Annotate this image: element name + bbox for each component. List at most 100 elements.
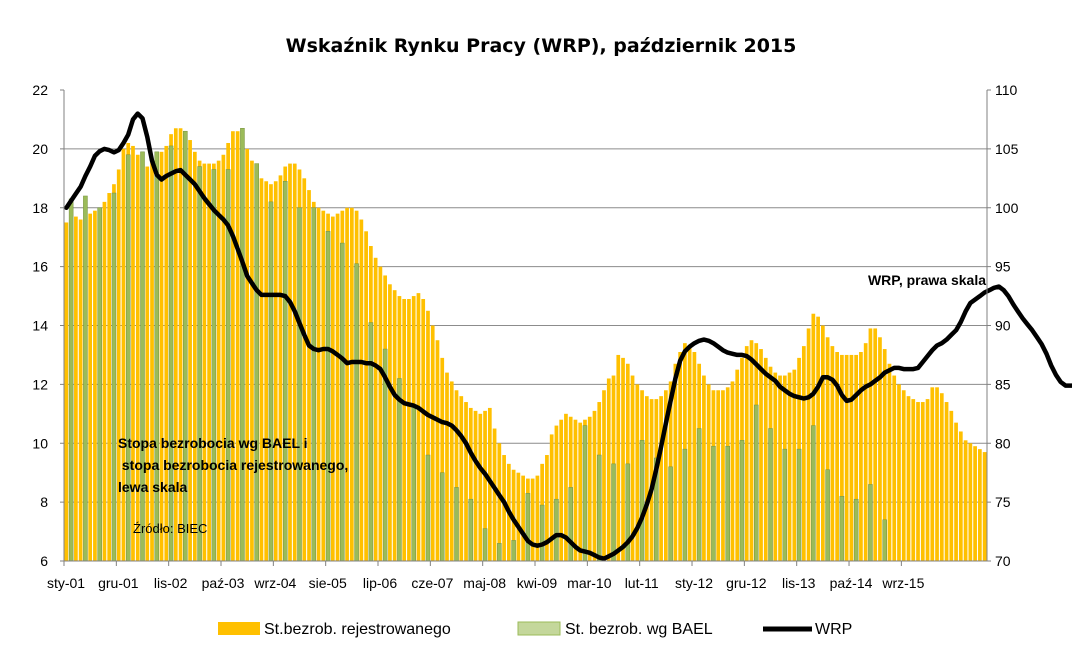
bar-bael xyxy=(368,322,374,562)
left-tick-label: 20 xyxy=(32,141,48,157)
bar-registered xyxy=(749,340,754,561)
x-tick-label: wrz-15 xyxy=(881,575,924,591)
bar-registered xyxy=(721,390,725,561)
bar-bael xyxy=(111,192,117,562)
bar-registered xyxy=(430,325,435,561)
bar-registered xyxy=(407,299,411,561)
bar-registered xyxy=(759,349,763,561)
bar-bael xyxy=(68,198,74,562)
bar-registered xyxy=(178,128,183,562)
bar-registered xyxy=(159,151,164,561)
bar-registered xyxy=(878,337,882,561)
bar-registered xyxy=(706,384,711,561)
bar-registered xyxy=(735,369,740,561)
x-tick-label: gru-01 xyxy=(98,575,139,591)
bar-registered xyxy=(692,351,697,561)
bar-registered xyxy=(949,410,954,561)
bar-registered xyxy=(135,154,140,561)
bar-registered xyxy=(459,396,464,561)
bael-unemployment-bars xyxy=(68,128,887,562)
left-tick-label: 8 xyxy=(40,494,48,510)
bar-registered xyxy=(868,328,873,561)
right-tick-label: 100 xyxy=(995,200,1019,216)
x-tick-label: sie-05 xyxy=(309,575,347,591)
bar-registered xyxy=(231,131,235,561)
bar-bael xyxy=(497,543,502,562)
bar-registered xyxy=(288,163,292,561)
bar-registered xyxy=(502,455,506,561)
wrp-annotation: WRP, prawa skala xyxy=(868,272,986,288)
left-tick-label: 22 xyxy=(32,82,48,98)
x-tick-label: kwi-09 xyxy=(517,575,558,591)
bar-registered xyxy=(516,472,521,561)
right-axis-ticks: 70 75 80 85 90 95 100 105 110 xyxy=(987,82,1019,569)
legend-swatch-bael xyxy=(517,621,561,636)
bar-registered xyxy=(702,375,706,561)
bar-registered xyxy=(816,316,820,561)
bar-bael xyxy=(568,487,573,562)
x-tick-label: gru-12 xyxy=(726,575,767,591)
bar-registered xyxy=(278,175,283,561)
bar-registered xyxy=(121,148,126,561)
bar-registered xyxy=(145,166,150,561)
bar-registered xyxy=(806,328,811,561)
bar-registered xyxy=(978,449,982,561)
bar-registered xyxy=(920,402,925,561)
bar-bael xyxy=(468,498,474,562)
bar-registered xyxy=(78,219,83,561)
bar-bael xyxy=(454,487,459,562)
bar-registered xyxy=(107,193,112,561)
bar-registered xyxy=(88,213,93,561)
bar-registered xyxy=(221,154,226,561)
bar-registered xyxy=(492,428,497,561)
bar-registered xyxy=(863,343,868,561)
bar-registered xyxy=(621,357,625,561)
bar-bael xyxy=(168,145,174,562)
bar-registered xyxy=(873,328,878,561)
bar-registered xyxy=(316,207,321,561)
bar-registered xyxy=(454,390,459,561)
right-tick-label: 90 xyxy=(995,318,1011,334)
bar-registered xyxy=(678,351,682,561)
source-annotation: Źródło: BIEC xyxy=(133,521,207,536)
bar-registered xyxy=(468,407,473,561)
bar-registered xyxy=(606,378,611,561)
bar-registered xyxy=(302,178,307,561)
bar-registered xyxy=(473,410,478,561)
bar-registered xyxy=(349,207,354,561)
bar-registered xyxy=(954,422,958,561)
bar-registered xyxy=(164,145,169,561)
x-tick-label: sty-01 xyxy=(47,575,85,591)
bar-registered xyxy=(911,399,916,561)
bar-bael xyxy=(311,207,317,562)
chart-title: Wskaźnik Rynku Pracy (WRP), październik … xyxy=(286,35,797,57)
bar-registered xyxy=(587,416,592,561)
bar-bael xyxy=(240,128,245,562)
bar-registered xyxy=(968,443,973,561)
bar-registered xyxy=(421,299,426,561)
bar-registered xyxy=(602,390,606,561)
x-axis-ticks: sty-01 gru-01 lis-02 paź-03 wrz-04 sie-05 lip-… xyxy=(47,561,925,591)
bar-registered xyxy=(192,151,197,561)
bar-registered xyxy=(549,434,554,561)
legend-label-registered: St.bezrob. rejestrowanego xyxy=(264,621,451,638)
x-tick-label: paź-03 xyxy=(202,575,245,591)
left-axis-ticks: 6 8 10 12 14 16 18 20 22 xyxy=(32,82,64,569)
legend-label-bael: St. bezrob. wg BAEL xyxy=(565,621,713,638)
bar-bael xyxy=(882,519,887,562)
bar-registered xyxy=(216,160,221,561)
bar-bael xyxy=(268,201,274,562)
bar-bael xyxy=(825,469,830,562)
right-tick-label: 105 xyxy=(995,141,1019,157)
bar-registered xyxy=(202,163,207,561)
bar-bael xyxy=(739,440,745,562)
bar-bael xyxy=(297,207,302,562)
bar-bael xyxy=(254,163,259,562)
bar-registered xyxy=(483,410,487,561)
bar-registered xyxy=(535,475,540,561)
bael-annotation-line3: lewa skala xyxy=(118,479,187,495)
bar-registered xyxy=(778,375,782,561)
bar-bael xyxy=(154,151,160,562)
bar-registered xyxy=(635,384,640,561)
x-tick-label: lis-13 xyxy=(782,575,816,591)
